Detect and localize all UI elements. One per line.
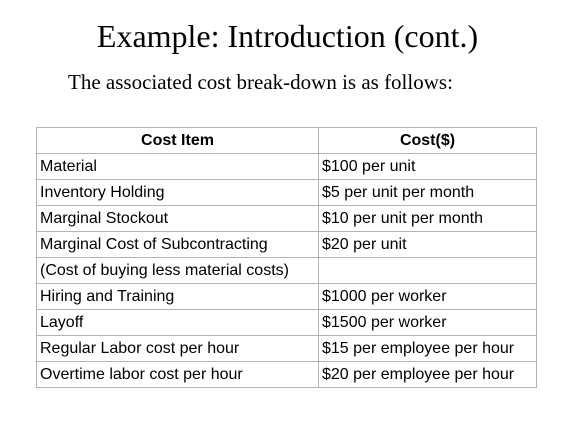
cost-item-cell: Layoff: [36, 309, 319, 336]
slide-title: Example: Introduction (cont.): [96, 18, 479, 54]
column-header-cost-item: Cost Item: [36, 127, 319, 154]
cost-item-cell: Regular Labor cost per hour: [36, 335, 319, 362]
cost-item-cell: Inventory Holding: [36, 179, 319, 206]
cost-value-cell: $5 per unit per month: [318, 179, 537, 206]
cost-item-cell: Marginal Stockout: [36, 205, 319, 232]
table-row: Material $100 per unit: [36, 153, 537, 180]
table-row: Marginal Stockout $10 per unit per month: [36, 205, 537, 232]
cost-item-cell: (Cost of buying less material costs): [36, 257, 319, 284]
cost-value-cell: $20 per employee per hour: [318, 361, 537, 388]
table-row: Marginal Cost of Subcontracting $20 per …: [36, 231, 537, 258]
table-row: Hiring and Training $1000 per worker: [36, 283, 537, 310]
cost-item-cell: Marginal Cost of Subcontracting: [36, 231, 319, 258]
cost-value-cell: $100 per unit: [318, 153, 537, 180]
cost-value-cell: $10 per unit per month: [318, 205, 537, 232]
cost-item-cell: Material: [36, 153, 319, 180]
cost-value-cell: $1500 per worker: [318, 309, 537, 336]
table-row: (Cost of buying less material costs): [36, 257, 537, 284]
table-row: Overtime labor cost per hour $20 per emp…: [36, 361, 537, 388]
cost-value-cell: $1000 per worker: [318, 283, 537, 310]
cost-value-cell: [318, 257, 537, 284]
table-header-row: Cost Item Cost($): [36, 127, 537, 154]
column-header-cost: Cost($): [318, 127, 537, 154]
cost-value-cell: $20 per unit: [318, 231, 537, 258]
cost-breakdown-table: Cost Item Cost($) Material $100 per unit…: [36, 127, 537, 388]
table-row: Layoff $1500 per worker: [36, 309, 537, 336]
cost-value-cell: $15 per employee per hour: [318, 335, 537, 362]
cost-item-cell: Overtime labor cost per hour: [36, 361, 319, 388]
slide-subtitle: The associated cost break-down is as fol…: [68, 70, 453, 94]
table-row: Regular Labor cost per hour $15 per empl…: [36, 335, 537, 362]
table-row: Inventory Holding $5 per unit per month: [36, 179, 537, 206]
cost-item-cell: Hiring and Training: [36, 283, 319, 310]
